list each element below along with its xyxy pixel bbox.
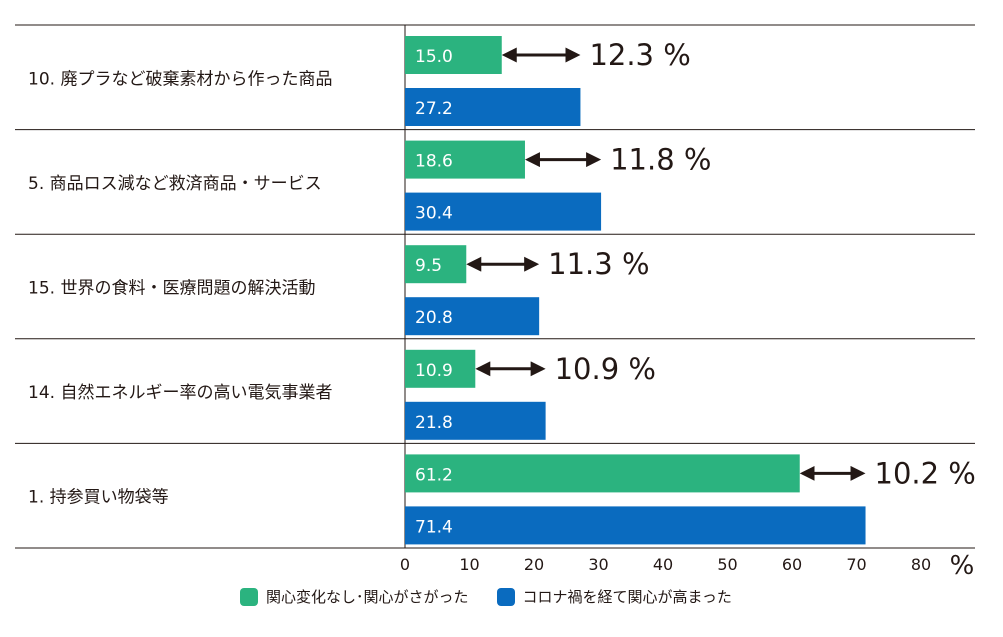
bar-value-label: 21.8 <box>415 413 453 433</box>
bar-value-label: 20.8 <box>415 308 453 328</box>
x-tick-label: 70 <box>846 555 866 574</box>
difference-label: 10.2 % <box>875 456 976 490</box>
bar <box>405 297 540 336</box>
legend-swatch-series-1 <box>240 587 258 606</box>
bar <box>405 192 602 231</box>
difference-label: 11.8 % <box>610 143 711 177</box>
bar-value-label: 61.2 <box>415 465 453 485</box>
category-label: 10. 廃プラなど破棄素材から作った商品 <box>28 69 332 89</box>
legend-item-series-1: 関心変化なし･関心がさがった <box>240 586 469 607</box>
bar <box>405 245 467 284</box>
legend-label-series-2: コロナ禍を経て関心が高まった <box>522 588 732 606</box>
bar-value-label: 71.4 <box>415 517 453 537</box>
legend-label-series-1: 関心変化なし･関心がさがった <box>266 588 469 606</box>
x-tick-label: 10 <box>459 555 479 574</box>
x-tick-label: 20 <box>524 555 544 574</box>
bar <box>405 88 581 126</box>
bar-value-label: 10.9 <box>415 361 453 381</box>
x-tick-label: 50 <box>717 555 737 574</box>
x-unit-label: % <box>950 551 975 581</box>
bar <box>405 349 476 388</box>
difference-label: 10.9 % <box>555 352 656 386</box>
bar-value-label: 9.5 <box>415 256 442 276</box>
bar <box>405 401 546 440</box>
x-tick-label: 40 <box>653 555 673 574</box>
bar <box>405 506 866 545</box>
legend: 関心変化なし･関心がさがった コロナ禍を経て関心が高まった <box>240 586 760 607</box>
bar-value-label: 27.2 <box>415 99 453 119</box>
bar-value-label: 30.4 <box>415 204 453 224</box>
bar-value-label: 18.6 <box>415 152 453 172</box>
x-tick-label: 30 <box>588 555 608 574</box>
category-label: 1. 持参買い物袋等 <box>28 488 169 508</box>
x-tick-label: 80 <box>911 555 931 574</box>
legend-item-series-2: コロナ禍を経て関心が高まった <box>496 586 732 607</box>
category-label: 5. 商品ロス減など救済商品・サービス <box>28 174 322 194</box>
category-label: 14. 自然エネルギー率の高い電気事業者 <box>28 383 332 403</box>
difference-label: 12.3 % <box>589 38 690 72</box>
bar <box>405 140 525 179</box>
bar-value-label: 15.0 <box>415 47 453 67</box>
category-label: 15. 世界の食料・医療問題の解決活動 <box>28 279 315 299</box>
difference-label: 11.3 % <box>548 247 649 281</box>
bar <box>405 36 502 74</box>
x-tick-label: 60 <box>782 555 802 574</box>
bar <box>405 454 800 493</box>
legend-swatch-series-2 <box>496 587 515 606</box>
x-tick-label: 0 <box>400 555 410 574</box>
